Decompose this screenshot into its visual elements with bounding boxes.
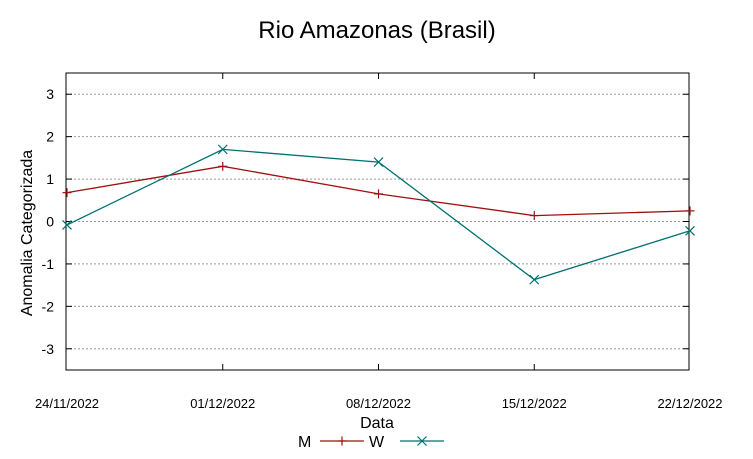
x-axis: 24/11/2022 01/12/2022 08/12/2022 15/12/2022… [35,73,723,411]
x-axis-label: Data [360,415,394,432]
x-tick-label: 08/12/2022 [346,396,411,411]
data-point-m [529,211,539,221]
x-tick-label: 15/12/2022 [502,396,567,411]
series-line-w [66,148,691,281]
data-point-m [218,161,228,171]
y-axis: -3 -2 -1 0 1 2 3 [42,86,689,357]
data-point-w [685,225,695,236]
legend-marker-w [417,436,427,446]
chart-title: Rio Amazonas (Brasil) [258,17,495,44]
grid [66,93,689,350]
data-point-w [217,144,228,155]
x-tick-label: 01/12/2022 [190,396,255,411]
data-point-w [529,274,540,285]
y-tick-label: -2 [42,298,55,314]
y-axis-label: Anomalia Categorizada [19,150,36,316]
data-point-w [62,219,72,230]
series-group [62,144,695,285]
legend-marker-m [337,436,347,446]
data-point-m [374,189,383,199]
data-point-w [373,157,384,168]
y-tick-label: -1 [42,256,55,272]
y-tick-label: 2 [46,129,54,145]
y-tick-label: 1 [46,171,54,187]
x-tick-label: 22/12/2022 [657,396,722,411]
data-point-m [685,206,695,216]
x-tick-label: 24/11/2022 [35,396,99,411]
y-tick-label: 3 [46,86,54,102]
legend-label-w: W [369,434,385,451]
y-tick-label: -3 [42,341,55,357]
legend-label-m: M [298,434,311,451]
data-point-m [62,188,72,198]
y-tick-label: 0 [46,214,54,230]
legend: M W [298,434,444,451]
